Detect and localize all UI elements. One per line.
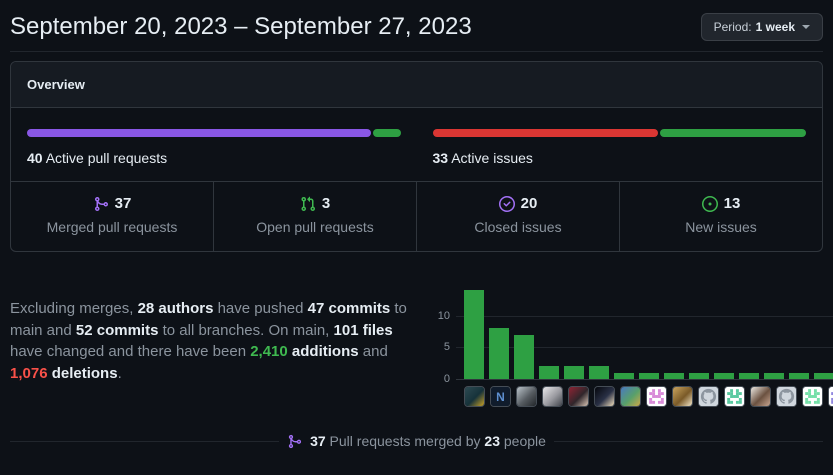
- active-issues-cell: 33 Active issues: [417, 108, 823, 181]
- commit-bar-7[interactable]: [614, 372, 634, 379]
- stat-label: Merged pull requests: [46, 219, 178, 235]
- gridline-10: [456, 315, 833, 317]
- avatar-identicon-purple[interactable]: [828, 386, 833, 407]
- merged-summary-row: 37 Pull requests merged by 23 people: [10, 433, 823, 449]
- progress-segment-closed: [432, 129, 658, 137]
- avatar-octocat[interactable]: [698, 386, 719, 407]
- stats-row: 37 Merged pull requests 3 Open pull request…: [11, 181, 822, 251]
- commit-bar-6[interactable]: [589, 366, 609, 379]
- avatar-photo-woman-white[interactable]: [750, 386, 771, 407]
- avatar-identicon-teal[interactable]: [724, 386, 745, 407]
- commit-bar-13[interactable]: [764, 372, 784, 379]
- stat-value: 20: [520, 195, 538, 212]
- stat-new-issues[interactable]: 13 New issues: [619, 182, 822, 251]
- avatar-photo-teal[interactable]: [464, 386, 485, 407]
- stat-merged-pull-requests[interactable]: 37 Merged pull requests: [11, 182, 213, 251]
- pulse-page: September 20, 2023 – September 27, 2023 …: [10, 0, 833, 449]
- divider-line-right: [553, 440, 823, 442]
- commit-bar-8[interactable]: [639, 372, 659, 379]
- avatar-photo-night[interactable]: [594, 386, 615, 407]
- avatar-identicon-green[interactable]: [802, 386, 823, 407]
- commit-bar-10[interactable]: [689, 372, 709, 379]
- progress-row: 40 Active pull requests 33 Active issues: [11, 108, 822, 181]
- active-pull-requests-label: 40 Active pull requests: [27, 150, 401, 166]
- commit-bar-5[interactable]: [564, 366, 584, 379]
- commit-bar-9[interactable]: [664, 372, 684, 379]
- pull-requests-progress-bar: [27, 129, 401, 137]
- commit-bar-1[interactable]: [464, 290, 484, 379]
- avatar-photo-woman-red[interactable]: [568, 386, 589, 407]
- avatar-letter-n[interactable]: N: [490, 386, 511, 407]
- commit-bar-15[interactable]: [814, 372, 833, 379]
- git-merge-icon: [93, 196, 109, 212]
- y-axis-tick-10: 10: [437, 309, 450, 322]
- stat-closed-issues[interactable]: 20 Closed issues: [416, 182, 619, 251]
- overview-panel: Overview 40 Active pull requests 33 Acti…: [10, 61, 823, 252]
- period-value: 1 week: [755, 20, 795, 34]
- page-header: September 20, 2023 – September 27, 2023 …: [10, 0, 823, 52]
- active-issues-text: Active issues: [451, 150, 533, 166]
- commit-bar-3[interactable]: [514, 334, 534, 379]
- active-pull-requests-cell: 40 Active pull requests: [11, 108, 417, 181]
- active-issues-count: 33: [432, 150, 449, 166]
- chevron-down-icon: [802, 25, 810, 29]
- avatar-photo-gray[interactable]: [516, 386, 537, 407]
- stat-label: Open pull requests: [256, 219, 374, 235]
- avatar-identicon-pink[interactable]: [646, 386, 667, 407]
- commit-bar-14[interactable]: [789, 372, 809, 379]
- commit-bar-12[interactable]: [739, 372, 759, 379]
- page-title: September 20, 2023 – September 27, 2023: [10, 13, 472, 40]
- chart-avatar-axis: N: [456, 386, 833, 407]
- git-merge-icon: [287, 434, 302, 449]
- progress-segment-open: [372, 129, 401, 137]
- avatar-photo-hood[interactable]: [542, 386, 563, 407]
- git-pull-request-icon: [300, 196, 316, 212]
- progress-segment-merged: [27, 129, 371, 137]
- divider-line-left: [10, 440, 280, 442]
- stat-open-pull-requests[interactable]: 3 Open pull requests: [213, 182, 416, 251]
- chart-plot-area: 0 5 10: [438, 284, 833, 385]
- stat-label: New issues: [685, 219, 757, 235]
- stat-value: 37: [114, 195, 132, 212]
- gridline-5: [456, 347, 833, 349]
- active-pull-requests-text: Active pull requests: [45, 150, 168, 166]
- active-issues-label: 33 Active issues: [433, 150, 807, 166]
- issues-progress-bar: [432, 129, 806, 137]
- avatar-photo-gold[interactable]: [672, 386, 693, 407]
- commit-bar-4[interactable]: [539, 366, 559, 379]
- bar-series: [464, 290, 833, 379]
- stat-value: 13: [723, 195, 741, 212]
- content-row: Excluding merges, 28 authors have pushed…: [10, 280, 833, 407]
- avatar-photo-hat[interactable]: [620, 386, 641, 407]
- merged-summary-text: 37 Pull requests merged by 23 people: [310, 433, 546, 449]
- y-axis-tick-5: 5: [443, 341, 450, 354]
- stat-label: Closed issues: [474, 219, 562, 235]
- commits-bar-chart: 0 5 10 N: [432, 284, 833, 407]
- summary-paragraph: Excluding merges, 28 authors have pushed…: [10, 300, 407, 382]
- progress-segment-new: [659, 129, 806, 137]
- y-axis-tick-0: 0: [443, 373, 450, 385]
- issue-closed-icon: [498, 195, 515, 212]
- commit-bar-11[interactable]: [714, 372, 734, 379]
- avatar-octocat[interactable]: [776, 386, 797, 407]
- issue-opened-icon: [701, 195, 718, 212]
- active-pull-requests-count: 40: [27, 150, 43, 166]
- overview-title: Overview: [27, 77, 85, 92]
- stat-value: 3: [321, 195, 331, 212]
- period-label: Period:: [713, 20, 752, 34]
- overview-panel-header: Overview: [11, 62, 822, 108]
- commit-bar-2[interactable]: [489, 328, 509, 379]
- gridline-0: [456, 379, 833, 380]
- period-dropdown-button[interactable]: Period: 1 week: [700, 13, 823, 41]
